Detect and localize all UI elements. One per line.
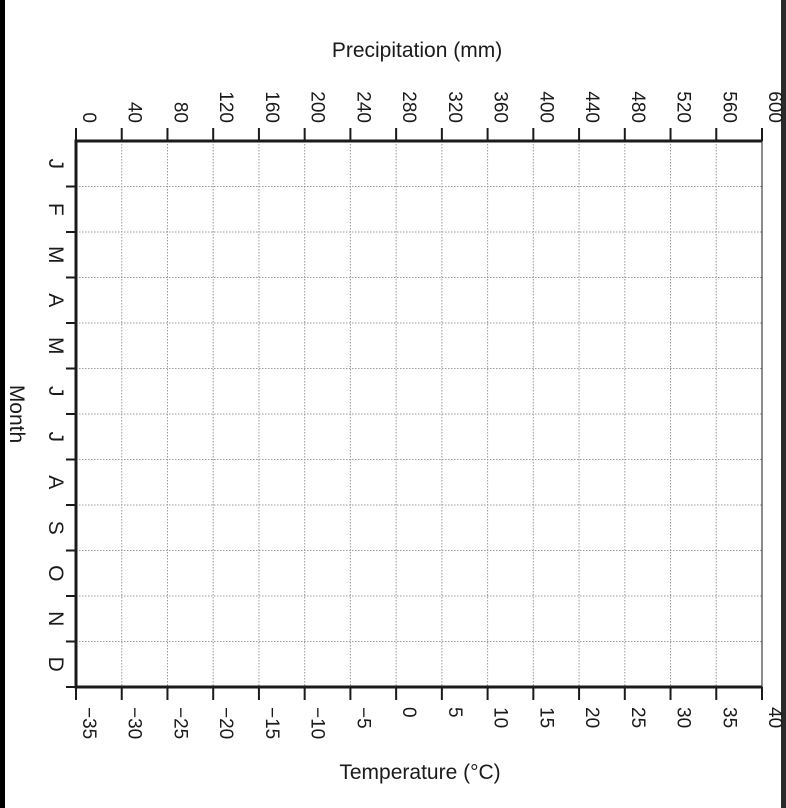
temperature-axis: −35 −30 −25 −20 −15 −10 −5 0 5 10 15 20 25 30 35 40 [75,687,785,739]
month-label: O [44,565,67,581]
precipitation-tick-label: 80 [169,102,190,123]
precipitation-tick-label: 360 [490,91,511,123]
precipitation-tick-label: 280 [398,91,419,123]
precipitation-tick-label: 320 [444,91,465,123]
temperature-tick-label: 40 [764,707,785,728]
left-frame-border [0,0,5,808]
axes [74,139,763,689]
month-label: D [44,657,67,672]
temperature-tick-label: −5 [352,707,373,729]
month-label: J [44,386,67,397]
temperature-tick-label: 25 [627,707,648,728]
precipitation-axis: 0 40 80 120 160 200 240 280 320 360 400 440 480 520 56… [75,91,785,141]
precipitation-axis-title: Precipitation (mm) [332,39,502,62]
temperature-tick-label: 5 [444,707,465,718]
right-frame-border [781,0,786,808]
month-label: N [44,611,67,626]
precipitation-tick-label: 480 [627,91,648,123]
grid [76,141,762,687]
temperature-tick-label: 30 [673,707,694,728]
temperature-tick-label: 35 [718,707,739,728]
precipitation-tick-label: 520 [673,91,694,123]
month-label: M [44,337,67,355]
precipitation-tick-label: 0 [78,112,99,123]
month-label: F [44,203,67,216]
precipitation-tick-label: 200 [307,91,328,123]
temperature-axis-title: Temperature (°C) [339,761,500,784]
precipitation-tick-label: 40 [124,102,145,123]
month-label: M [44,246,67,264]
precipitation-tick-label: 400 [535,91,556,123]
month-label: A [44,293,67,307]
precipitation-tick-label: 440 [581,91,602,123]
temperature-tick-label: −35 [78,707,99,739]
temperature-tick-label: −25 [169,707,190,739]
precipitation-tick-label: 600 [764,91,785,123]
temperature-tick-label: −30 [124,707,145,739]
temperature-tick-label: 20 [581,707,602,728]
temperature-tick-label: −15 [261,707,282,739]
precipitation-tick-label: 560 [718,91,739,123]
temperature-tick-label: 0 [398,707,419,718]
temperature-tick-label: −10 [307,707,328,739]
precipitation-tick-label: 120 [215,91,236,123]
month-label: A [44,475,67,489]
temperature-tick-label: 15 [535,707,556,728]
temperature-tick-label: −20 [215,707,236,739]
month-axis-title: Month [5,385,28,443]
month-label: J [44,159,67,170]
month-label: J [44,432,67,443]
precipitation-tick-label: 240 [352,91,373,123]
month-label: S [44,521,67,535]
month-axis: J F M A M J J A S O N D [44,159,76,688]
temperature-tick-label: 10 [490,707,511,728]
precipitation-tick-label: 160 [261,91,282,123]
